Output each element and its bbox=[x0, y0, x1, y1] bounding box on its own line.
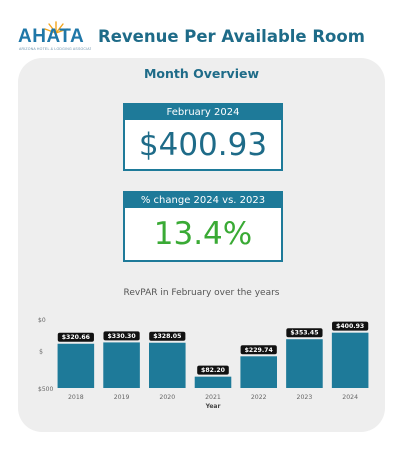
data-label: $400.93 bbox=[336, 323, 364, 330]
change-card-value: 13.4% bbox=[153, 216, 253, 252]
bar bbox=[331, 332, 369, 388]
data-label-bg bbox=[197, 365, 229, 375]
sun-icon bbox=[44, 21, 68, 34]
x-tick-label: 2018 bbox=[68, 394, 84, 401]
data-label-bg bbox=[149, 331, 186, 341]
data-label: $328.05 bbox=[153, 333, 181, 340]
revpar-chart: RevPAR in February over the years $500 $0… bbox=[18, 284, 385, 424]
x-tick-label: 2024 bbox=[342, 394, 358, 401]
bar bbox=[57, 343, 95, 388]
data-label-bg bbox=[57, 332, 94, 342]
month-card: February 2024 $400.93 bbox=[123, 103, 283, 171]
month-card-label: February 2024 bbox=[125, 105, 281, 120]
x-axis-label: Year bbox=[205, 403, 221, 410]
bar bbox=[149, 342, 186, 388]
x-tick-label: 2023 bbox=[297, 394, 313, 401]
data-label: $320.66 bbox=[62, 334, 90, 341]
logo-text: AHATA bbox=[18, 26, 85, 47]
section-title: Month Overview bbox=[143, 66, 260, 81]
overview-panel: Month Overview February 2024 $400.93 % c… bbox=[18, 58, 385, 432]
x-tick-label: 2021 bbox=[205, 394, 221, 401]
bar bbox=[103, 342, 140, 388]
bar bbox=[194, 376, 232, 388]
y-tick-label: $0 bbox=[38, 317, 46, 324]
y-tick-label: $500 bbox=[38, 386, 53, 393]
x-tick-label: 2020 bbox=[159, 394, 175, 401]
data-label: $229.74 bbox=[245, 347, 274, 354]
bar bbox=[286, 339, 323, 388]
y-axis-label: $ bbox=[39, 349, 43, 356]
data-label-bg bbox=[286, 328, 323, 338]
data-label-bg bbox=[240, 345, 277, 355]
data-label: $330.30 bbox=[107, 333, 136, 340]
data-label: $353.45 bbox=[290, 330, 318, 337]
x-tick-label: 2022 bbox=[251, 394, 267, 401]
bar bbox=[240, 356, 277, 388]
change-card: % change 2024 vs. 2023 13.4% bbox=[123, 191, 283, 262]
page-title: Revenue Per Available Room bbox=[98, 27, 365, 46]
month-card-value: $400.93 bbox=[138, 127, 268, 163]
header: AHATA ARIZONA HOTEL & LODGING ASSOCIATIO… bbox=[18, 20, 388, 54]
x-tick-label: 2019 bbox=[114, 394, 130, 401]
data-label-bg bbox=[103, 331, 140, 341]
change-card-label: % change 2024 vs. 2023 bbox=[125, 193, 281, 208]
chart-title: RevPAR in February over the years bbox=[123, 288, 280, 298]
data-label: $82.20 bbox=[201, 367, 226, 374]
bar-chart-svg: $500 $0 $ $320.66 2018 $330.30 2019 $328.05 2020… bbox=[38, 317, 369, 410]
data-label-bg bbox=[332, 321, 369, 331]
logo-subtitle: ARIZONA HOTEL & LODGING ASSOCIATION bbox=[19, 47, 91, 51]
ahata-logo: AHATA ARIZONA HOTEL & LODGING ASSOCIATIO… bbox=[18, 20, 96, 54]
